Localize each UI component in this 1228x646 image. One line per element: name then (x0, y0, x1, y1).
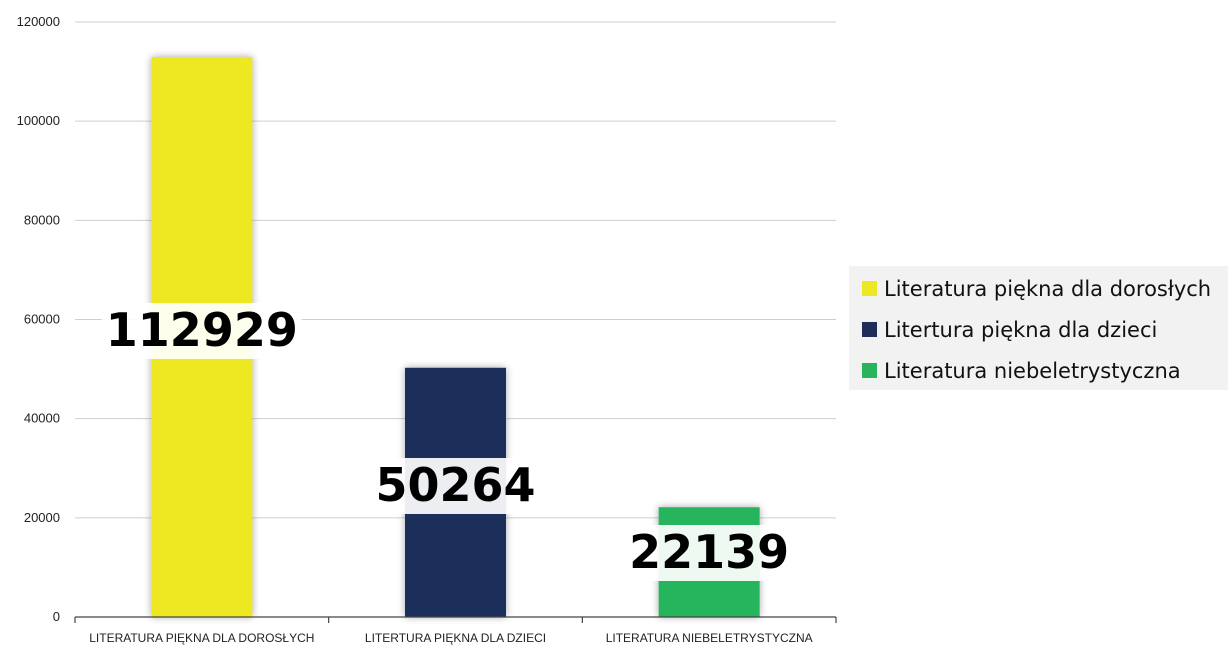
legend-swatch (862, 281, 877, 296)
category-label: LITERTURA PIĘKNA DLA DZIECI (365, 631, 546, 645)
legend-entry: Litertura piękna dla dzieci (884, 318, 1157, 342)
x-axis (74, 616, 837, 623)
data-label: 112929 (106, 303, 298, 357)
value-labels: 112929 50264 22139 (101, 303, 795, 581)
category-labels: LITERATURA PIĘKNA DLA DOROSŁYCH LITERTURA… (89, 631, 812, 645)
data-label: 22139 (629, 525, 789, 579)
legend-entry: Literatura piękna dla dorosłych (884, 277, 1211, 301)
y-tick-label: 20000 (24, 510, 60, 525)
legend-swatch (862, 322, 877, 337)
y-tick-label: 40000 (24, 411, 60, 426)
y-axis-ticks: 0 20000 40000 60000 80000 100000 120000 (17, 14, 60, 624)
category-label: LITERATURA PIĘKNA DLA DOROSŁYCH (89, 631, 314, 645)
legend-swatch (862, 363, 877, 378)
y-tick-label: 80000 (24, 212, 60, 227)
data-label-box (101, 303, 302, 359)
legend-box (849, 266, 1228, 390)
data-label-box (624, 525, 795, 581)
data-label: 50264 (375, 458, 535, 512)
legend: Literatura piękna dla dorosłych Litertura… (849, 266, 1228, 390)
y-tick-label: 120000 (17, 14, 60, 29)
y-tick-label: 100000 (17, 113, 60, 128)
y-tick-label: 60000 (24, 312, 60, 327)
y-tick-label: 0 (53, 609, 60, 624)
data-label-box (370, 458, 541, 514)
legend-entry: Literatura niebeletrystyczna (884, 359, 1181, 383)
category-label: LITERATURA NIEBELETRYSTYCZNA (606, 631, 813, 645)
